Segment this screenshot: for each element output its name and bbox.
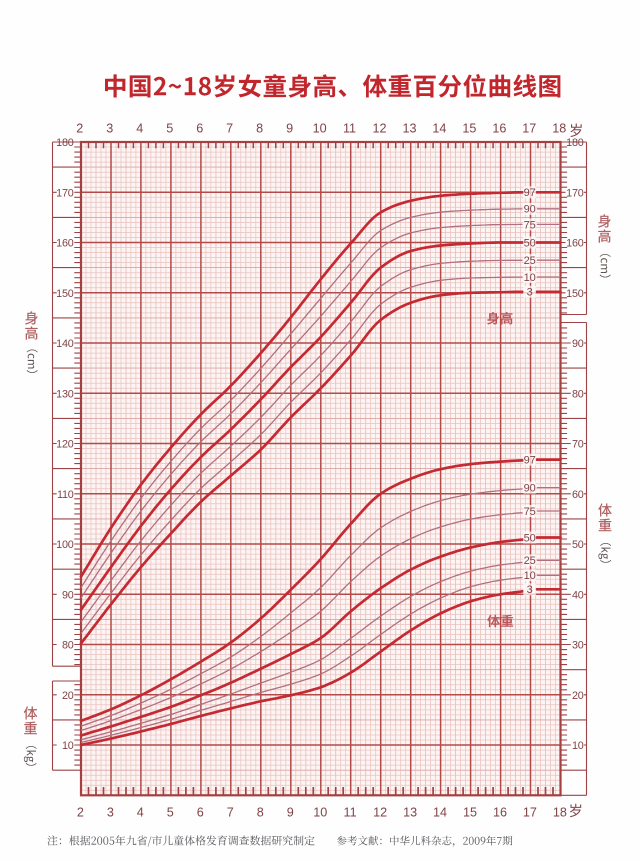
- svg-text:160: 160: [566, 238, 584, 250]
- svg-text:6: 6: [197, 805, 204, 819]
- svg-text:10: 10: [62, 740, 74, 752]
- svg-text:25: 25: [524, 555, 536, 567]
- svg-text:2: 2: [77, 805, 84, 819]
- svg-text:8: 8: [256, 122, 263, 136]
- svg-text:100: 100: [56, 539, 74, 551]
- svg-text:25: 25: [524, 255, 536, 267]
- svg-text:18: 18: [553, 805, 567, 819]
- svg-text:50: 50: [572, 539, 584, 551]
- svg-text:60: 60: [572, 489, 584, 501]
- svg-text:170: 170: [56, 187, 74, 199]
- svg-text:2: 2: [76, 122, 83, 136]
- svg-text:14: 14: [433, 805, 447, 819]
- svg-text:75: 75: [524, 219, 536, 231]
- svg-text:80: 80: [572, 388, 584, 400]
- svg-text:13: 13: [402, 122, 416, 136]
- svg-text:16: 16: [492, 122, 506, 136]
- svg-text:5: 5: [167, 805, 174, 819]
- svg-text:180: 180: [566, 137, 584, 149]
- svg-text:20: 20: [572, 690, 584, 702]
- svg-text:17: 17: [523, 805, 537, 819]
- svg-text:18: 18: [552, 122, 566, 136]
- svg-text:14: 14: [432, 122, 446, 136]
- svg-text:90: 90: [524, 204, 536, 216]
- svg-text:40: 40: [572, 589, 584, 601]
- svg-text:7: 7: [226, 122, 233, 136]
- svg-text:110: 110: [57, 489, 74, 501]
- svg-text:10: 10: [313, 805, 327, 819]
- svg-text:12: 12: [373, 805, 387, 819]
- svg-text:90: 90: [524, 483, 536, 495]
- svg-text:3: 3: [527, 584, 533, 596]
- svg-text:30: 30: [572, 640, 584, 652]
- svg-text:10: 10: [572, 740, 584, 752]
- svg-text:97: 97: [524, 455, 536, 467]
- svg-text:10: 10: [524, 570, 536, 582]
- svg-text:50: 50: [524, 237, 536, 249]
- svg-text:7: 7: [227, 805, 234, 819]
- svg-text:13: 13: [403, 805, 417, 819]
- svg-text:15: 15: [462, 122, 476, 136]
- svg-text:130: 130: [56, 388, 74, 400]
- svg-text:5: 5: [166, 122, 173, 136]
- svg-text:90: 90: [62, 589, 74, 601]
- svg-text:10: 10: [524, 272, 536, 284]
- svg-text:140: 140: [56, 338, 74, 350]
- svg-text:15: 15: [463, 805, 477, 819]
- svg-text:9: 9: [287, 805, 294, 819]
- svg-text:97: 97: [524, 187, 536, 199]
- svg-text:11: 11: [343, 122, 356, 136]
- svg-text:170: 170: [566, 187, 584, 199]
- svg-text:9: 9: [286, 122, 293, 136]
- svg-text:12: 12: [372, 122, 386, 136]
- svg-text:80: 80: [62, 640, 74, 652]
- svg-text:160: 160: [56, 238, 74, 250]
- svg-text:3: 3: [106, 122, 113, 136]
- svg-text:4: 4: [136, 122, 143, 136]
- svg-text:16: 16: [493, 805, 507, 819]
- svg-text:8: 8: [257, 805, 264, 819]
- svg-text:180: 180: [56, 137, 74, 149]
- svg-text:17: 17: [522, 122, 536, 136]
- svg-text:20: 20: [62, 690, 74, 702]
- svg-text:4: 4: [137, 805, 144, 819]
- svg-text:150: 150: [566, 288, 584, 300]
- svg-text:75: 75: [524, 506, 536, 518]
- svg-text:11: 11: [344, 805, 357, 819]
- svg-text:3: 3: [107, 805, 114, 819]
- svg-text:3: 3: [527, 287, 533, 299]
- svg-text:70: 70: [572, 439, 584, 451]
- svg-text:6: 6: [196, 122, 203, 136]
- svg-text:50: 50: [524, 532, 536, 544]
- svg-text:10: 10: [313, 122, 327, 136]
- svg-text:120: 120: [56, 439, 74, 451]
- svg-text:150: 150: [56, 288, 74, 300]
- svg-text:90: 90: [572, 338, 584, 350]
